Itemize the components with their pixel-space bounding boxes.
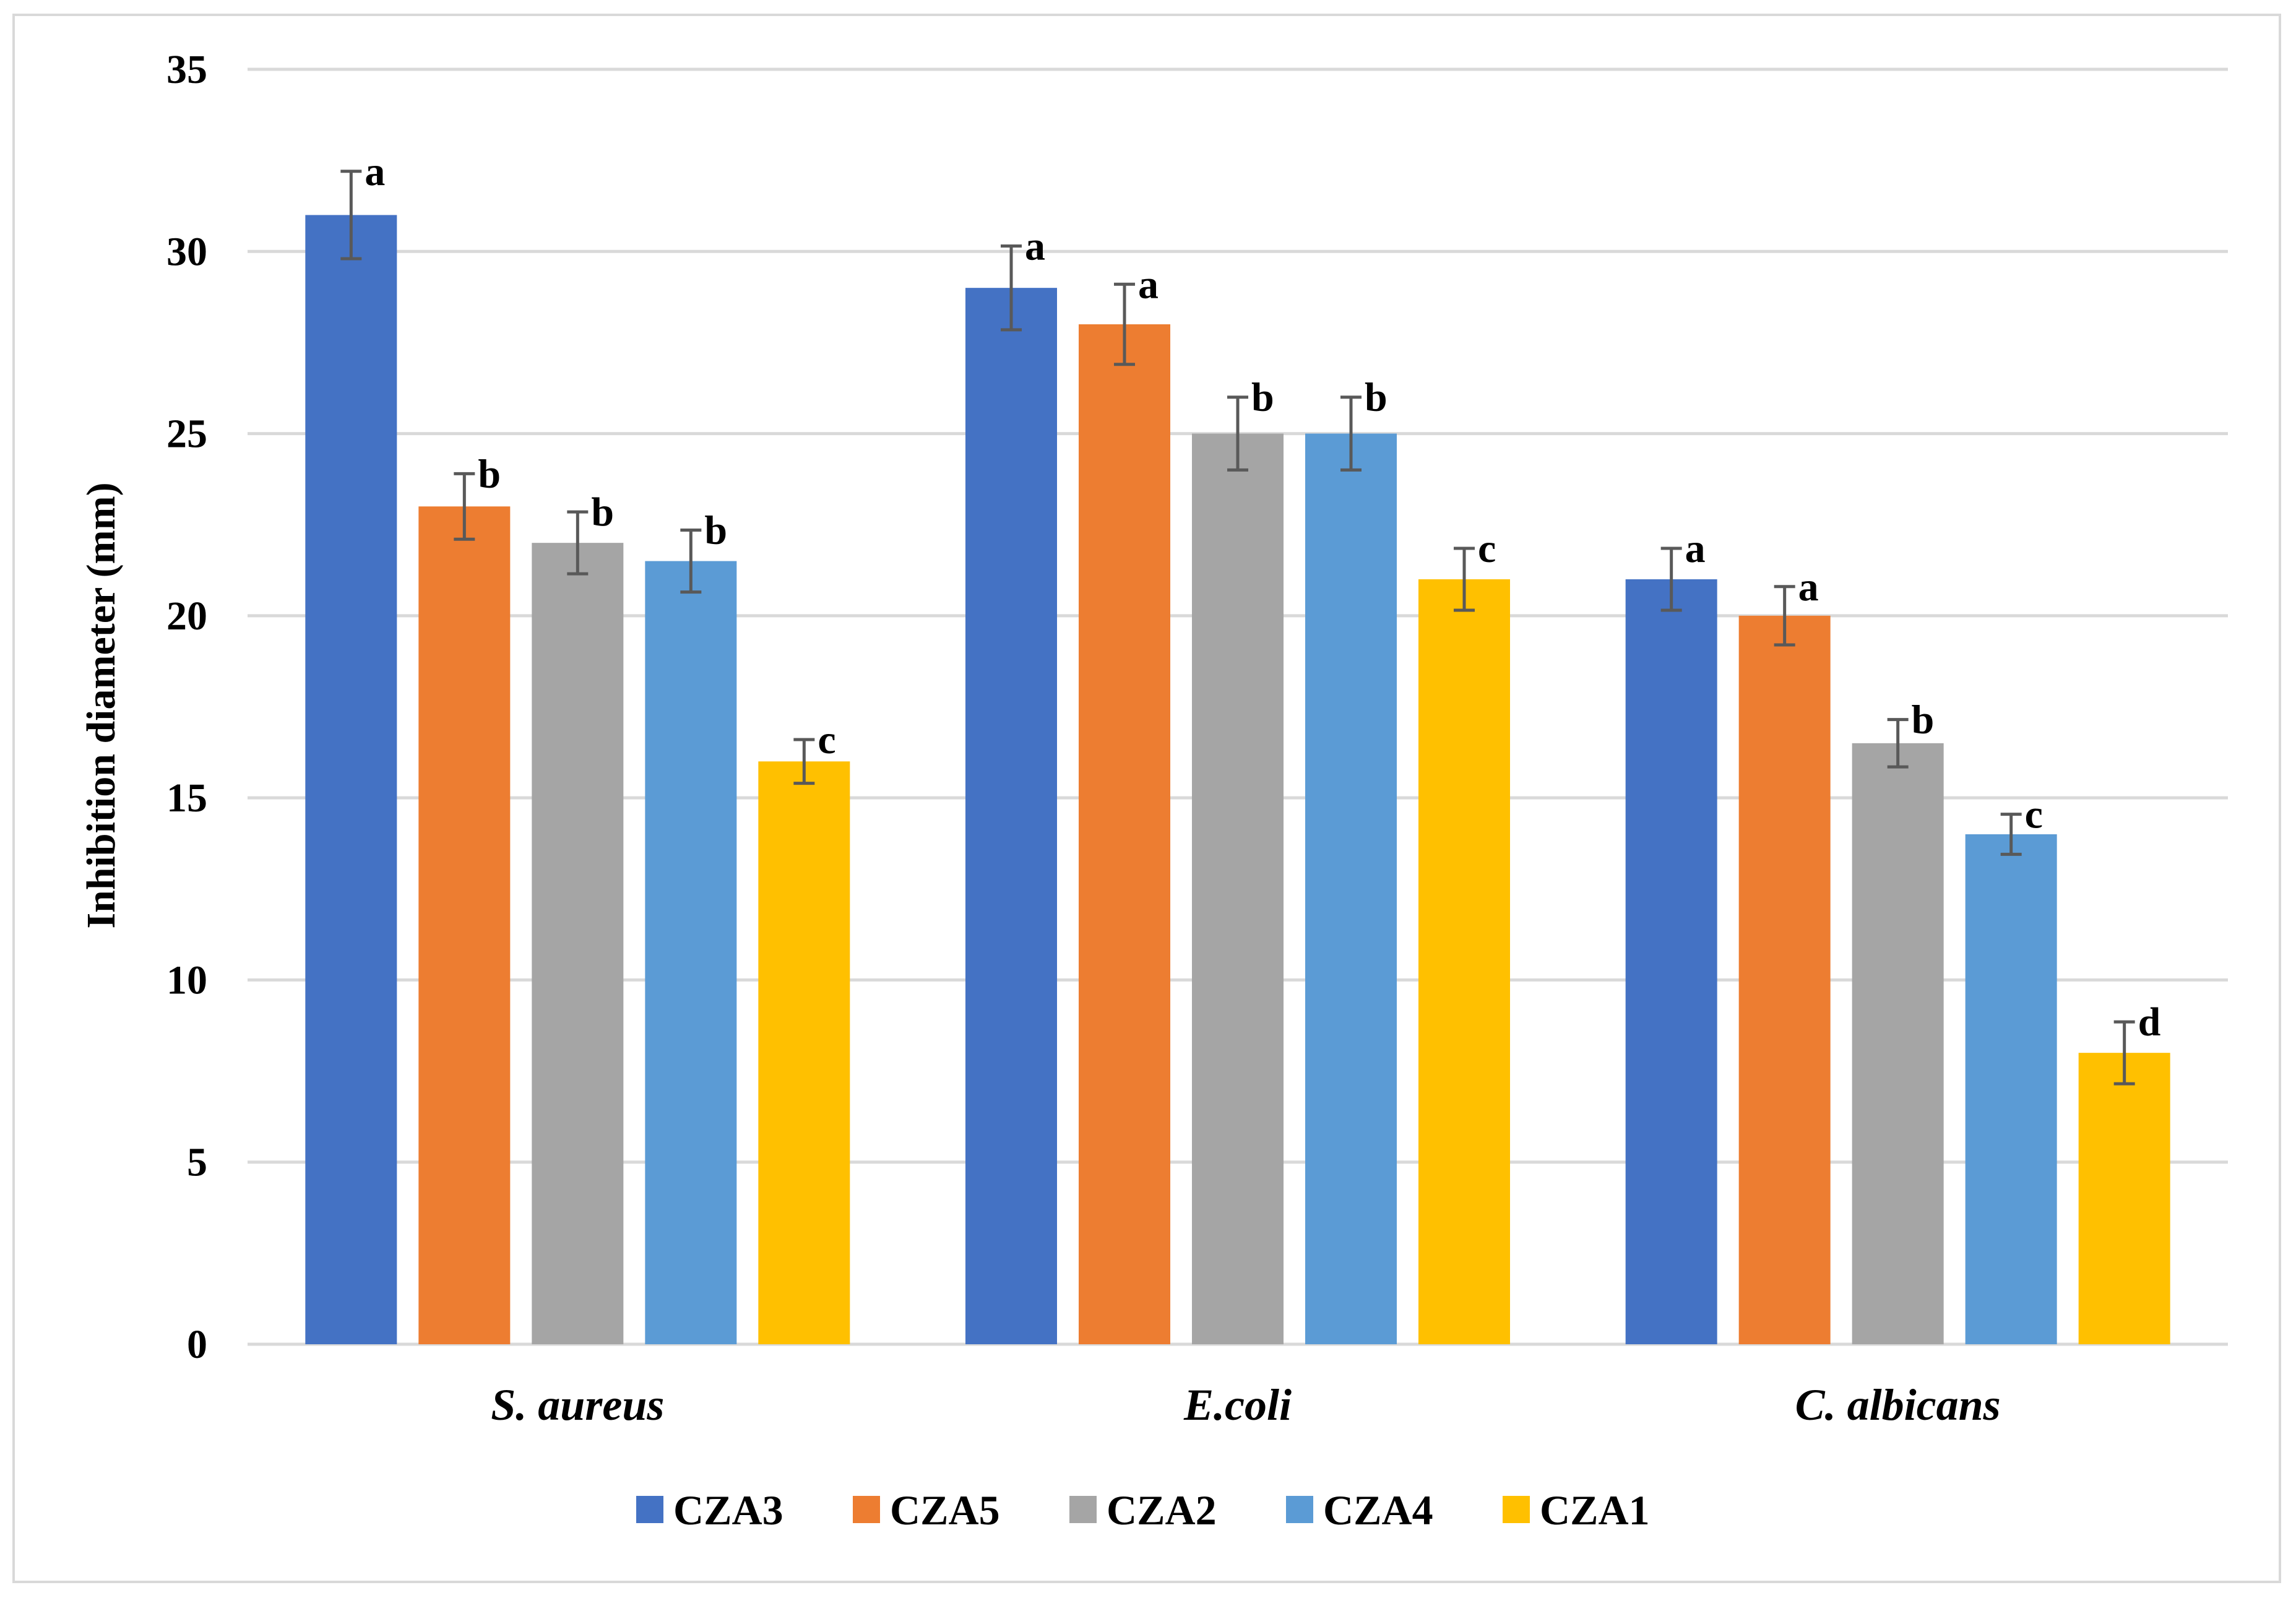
significance-letter: b bbox=[1912, 698, 1935, 743]
significance-letter: a bbox=[1685, 526, 1706, 571]
y-tick-label: 0 bbox=[187, 1322, 207, 1367]
legend-swatch-cza5 bbox=[853, 1496, 880, 1523]
significance-letter: c bbox=[818, 717, 835, 762]
x-axis-categories: S. aureus E.coli C. albicans bbox=[491, 1380, 2000, 1430]
bar-cza4-1 bbox=[645, 561, 737, 1344]
y-tick-label: 15 bbox=[166, 775, 207, 821]
bar-cza1-1 bbox=[758, 761, 850, 1344]
legend-swatch-cza2 bbox=[1069, 1496, 1097, 1523]
significance-letter: a bbox=[1138, 262, 1159, 307]
significance-letter: b bbox=[591, 490, 614, 535]
y-tick-label: 30 bbox=[166, 229, 207, 274]
legend: CZA3 CZA5 CZA2 CZA4 CZA1 bbox=[636, 1487, 1650, 1534]
significance-letter: b bbox=[478, 451, 501, 496]
bar-cza2-1 bbox=[532, 543, 624, 1345]
legend-label-cza1: CZA1 bbox=[1540, 1487, 1650, 1534]
significance-letter: c bbox=[1478, 526, 1496, 571]
bar-cza5-3 bbox=[1738, 615, 1831, 1344]
bar-cza5-2 bbox=[1079, 324, 1170, 1344]
y-axis-title: Inhibition diameter (mm) bbox=[79, 482, 124, 928]
bar-cza1-2 bbox=[1418, 579, 1510, 1344]
x-category-label: E.coli bbox=[1183, 1380, 1292, 1430]
y-axis-ticks: 0 5 10 15 20 25 30 35 bbox=[166, 47, 207, 1367]
bar-cza4-3 bbox=[1965, 834, 2057, 1344]
significance-letter: b bbox=[704, 508, 727, 553]
bar-cza2-2 bbox=[1192, 433, 1284, 1344]
y-tick-label: 10 bbox=[166, 957, 207, 1003]
bars: a b b b c a a b b c a a b c d bbox=[305, 149, 2170, 1345]
significance-letter: b bbox=[1251, 375, 1274, 420]
legend-swatch-cza1 bbox=[1503, 1496, 1530, 1523]
legend-label-cza5: CZA5 bbox=[890, 1487, 1000, 1534]
bar-cza2-3 bbox=[1852, 743, 1944, 1344]
y-tick-label: 25 bbox=[166, 412, 207, 457]
legend-swatch-cza4 bbox=[1286, 1496, 1313, 1523]
significance-letter: b bbox=[1365, 375, 1388, 420]
legend-label-cza3: CZA3 bbox=[673, 1487, 783, 1534]
legend-swatch-cza3 bbox=[636, 1496, 663, 1523]
significance-letter: a bbox=[365, 149, 385, 194]
bar-cza3-1 bbox=[305, 215, 397, 1344]
y-tick-label: 20 bbox=[166, 594, 207, 639]
significance-letter: a bbox=[1798, 564, 1819, 610]
bar-cza1-3 bbox=[2078, 1053, 2170, 1344]
y-tick-label: 5 bbox=[187, 1140, 207, 1185]
bar-cza3-3 bbox=[1625, 579, 1717, 1344]
legend-label-cza4: CZA4 bbox=[1323, 1487, 1433, 1534]
x-category-label: S. aureus bbox=[491, 1380, 664, 1430]
bar-cza4-2 bbox=[1305, 433, 1397, 1344]
y-tick-label: 35 bbox=[166, 47, 207, 92]
bar-cza5-1 bbox=[418, 506, 511, 1345]
legend-label-cza2: CZA2 bbox=[1107, 1487, 1217, 1534]
bar-cza3-2 bbox=[965, 288, 1057, 1345]
x-category-label: C. albicans bbox=[1795, 1380, 2001, 1430]
significance-letter: a bbox=[1025, 223, 1045, 269]
significance-letter: c bbox=[2025, 792, 2043, 837]
significance-letter: d bbox=[2138, 1000, 2161, 1045]
